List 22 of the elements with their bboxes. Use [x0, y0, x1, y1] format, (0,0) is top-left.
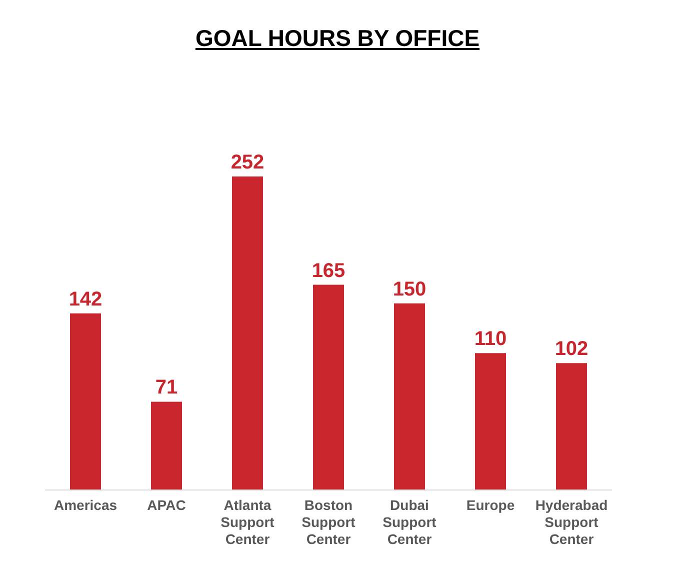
bar	[556, 363, 587, 490]
data-label: 102	[554, 338, 588, 360]
data-label: 165	[312, 260, 346, 282]
x-tick-label: Hyderabad Support Center	[535, 497, 608, 547]
bar	[70, 313, 101, 490]
data-label: 110	[474, 328, 507, 350]
data-label: 71	[155, 376, 178, 399]
x-tick-label: Europe	[466, 497, 515, 513]
bar	[394, 303, 425, 490]
data-label: 150	[392, 278, 426, 300]
x-tick-label: APAC	[147, 497, 186, 513]
bar	[151, 402, 182, 490]
bar	[313, 284, 344, 490]
x-tick-label: Americas	[54, 497, 118, 513]
x-tick-label: Dubai Support Center	[382, 497, 437, 547]
x-tick-label: Boston Support Center	[302, 497, 356, 547]
data-label: 142	[68, 288, 102, 310]
x-tick-label: Atlanta Support Center	[220, 497, 275, 547]
data-label: 252	[230, 152, 264, 174]
bar	[475, 353, 506, 490]
bar	[232, 176, 263, 490]
chart-title: GOAL HOURS BY OFFICE	[195, 24, 480, 52]
